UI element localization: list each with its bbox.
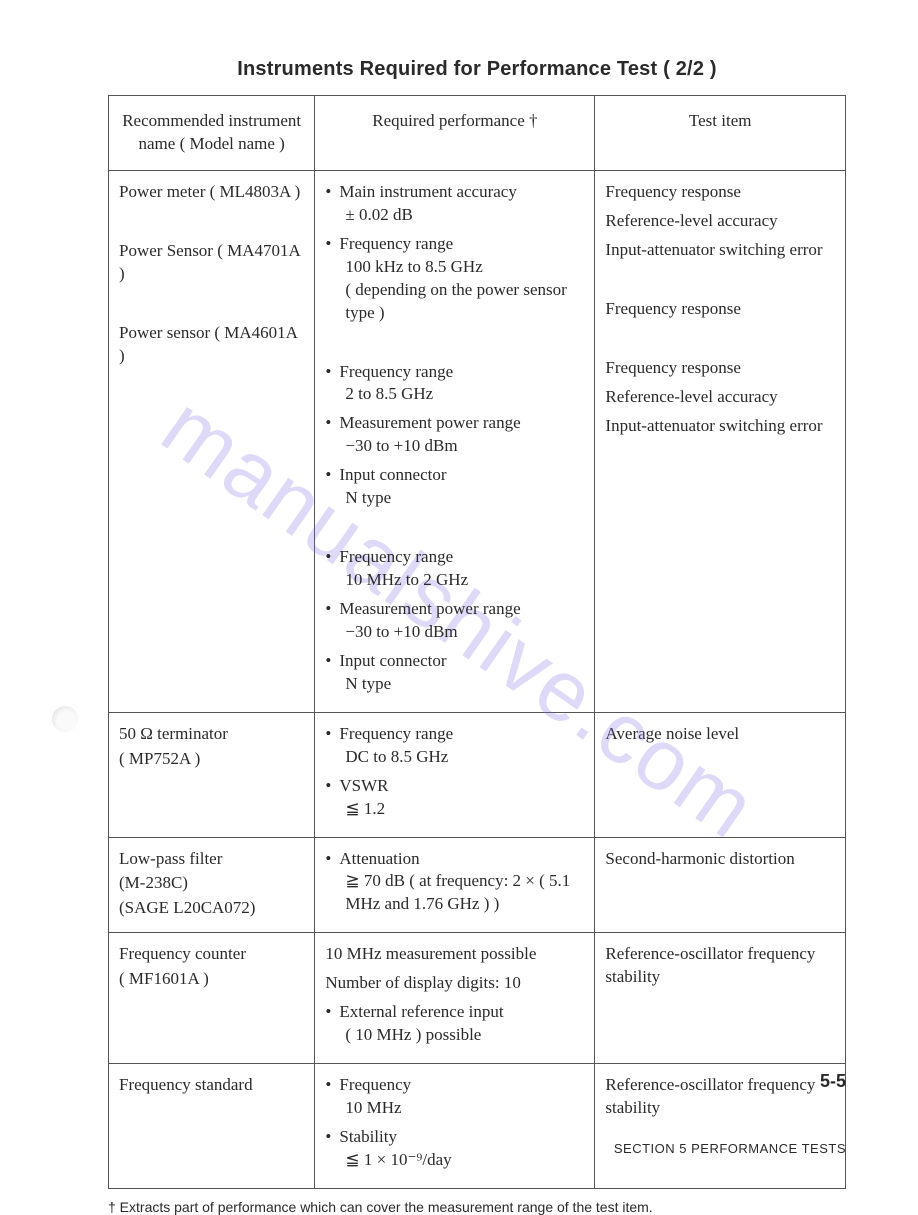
test-item-cell: Second-harmonic distortion xyxy=(595,837,846,933)
perf-item: Measurement power range−30 to +10 dBm xyxy=(325,598,584,644)
table-header-row: Recommended instrument name ( Model name… xyxy=(109,96,846,171)
test-item: Second-harmonic distortion xyxy=(605,848,835,871)
test-block: Reference-oscillator frequency stability xyxy=(605,1074,835,1120)
test-item: Average noise level xyxy=(605,723,835,746)
instrument-cell: Frequency standard xyxy=(109,1064,315,1189)
perf-subline: ± 0.02 dB xyxy=(339,204,584,227)
instrument-name: Power sensor ( MA4601A ) xyxy=(119,322,304,368)
instrument-name: Frequency counter( MF1601A ) xyxy=(119,943,304,991)
test-block: Frequency response Reference-level accura… xyxy=(605,357,835,438)
perf-subline: ≦ 1.2 xyxy=(339,798,584,821)
instrument-cell: Frequency counter( MF1601A ) xyxy=(109,933,315,1064)
page-number: 5-5 xyxy=(820,1071,846,1092)
perf-subline: 100 kHz to 8.5 GHz xyxy=(339,256,584,279)
perf-subline: DC to 8.5 GHz xyxy=(339,746,584,769)
instrument-cell: 50 Ω terminator( MP752A ) xyxy=(109,712,315,837)
perf-item: VSWR≦ 1.2 xyxy=(325,775,584,821)
binder-hole-icon xyxy=(52,706,78,732)
perf-subline: N type xyxy=(339,487,584,510)
page-title: Instruments Required for Performance Tes… xyxy=(108,58,846,81)
test-item: Frequency response xyxy=(605,298,835,321)
performance-block: Frequency rangeDC to 8.5 GHz VSWR≦ 1.2 xyxy=(325,723,584,821)
table-row: Low-pass filter(M-238C)(SAGE L20CA072) At… xyxy=(109,837,846,933)
test-item: Reference-oscillator frequency stability xyxy=(605,1074,835,1120)
test-item: Input-attenuator switching error xyxy=(605,415,835,438)
test-item: Frequency response xyxy=(605,181,835,204)
col-header-performance: Required performance † xyxy=(315,96,595,171)
perf-item: Main instrument accuracy± 0.02 dB xyxy=(325,181,584,227)
table-row: Frequency counter( MF1601A ) 10 MHz measu… xyxy=(109,933,846,1064)
instrument-name: Low-pass filter(M-238C)(SAGE L20CA072) xyxy=(119,848,304,921)
perf-item: Frequency range10 MHz to 2 GHz xyxy=(325,546,584,592)
test-item-cell: Reference-oscillator frequency stability xyxy=(595,933,846,1064)
perf-subline: 2 to 8.5 GHz xyxy=(339,383,584,406)
instrument-name: Power meter ( ML4803A ) xyxy=(119,181,304,204)
table-row: Power meter ( ML4803A ) Power Sensor ( MA… xyxy=(109,170,846,712)
perf-subline: ( depending on the power sensor type ) xyxy=(339,279,584,325)
table-row: Frequency standard Frequency10 MHz Stabili… xyxy=(109,1064,846,1189)
performance-block: 10 MHz measurement possible Number of dis… xyxy=(325,943,584,1047)
perf-item: External reference input( 10 MHz ) possi… xyxy=(325,1001,584,1047)
perf-subline: 10 MHz to 2 GHz xyxy=(339,569,584,592)
table-row: 50 Ω terminator( MP752A ) Frequency range… xyxy=(109,712,846,837)
perf-plain-line: 10 MHz measurement possible xyxy=(325,943,584,966)
test-block: Frequency response Reference-level accura… xyxy=(605,181,835,262)
performance-block: Frequency range10 MHz to 2 GHz Measuremen… xyxy=(325,546,584,696)
instrument-cell: Low-pass filter(M-238C)(SAGE L20CA072) xyxy=(109,837,315,933)
perf-item: Frequency range2 to 8.5 GHz xyxy=(325,361,584,407)
perf-plain-line: Number of display digits: 10 xyxy=(325,972,584,995)
performance-cell: 10 MHz measurement possible Number of dis… xyxy=(315,933,595,1064)
test-block: Frequency response xyxy=(605,298,835,321)
perf-subline: −30 to +10 dBm xyxy=(339,435,584,458)
perf-item: Input connectorN type xyxy=(325,464,584,510)
test-item-cell: Average noise level xyxy=(595,712,846,837)
test-item-cell: Frequency response Reference-level accura… xyxy=(595,170,846,712)
performance-block: Frequency10 MHz Stability≦ 1 × 10⁻⁹/day xyxy=(325,1074,584,1172)
perf-item: Measurement power range−30 to +10 dBm xyxy=(325,412,584,458)
section-label: SECTION 5 PERFORMANCE TESTS xyxy=(614,1141,846,1156)
instrument-name: Power Sensor ( MA4701A ) xyxy=(119,240,304,286)
perf-subline: ≦ 1 × 10⁻⁹/day xyxy=(339,1149,584,1172)
perf-subline: 10 MHz xyxy=(339,1097,584,1120)
perf-item: Frequency rangeDC to 8.5 GHz xyxy=(325,723,584,769)
performance-cell: Frequency10 MHz Stability≦ 1 × 10⁻⁹/day xyxy=(315,1064,595,1189)
performance-cell: Frequency rangeDC to 8.5 GHz VSWR≦ 1.2 xyxy=(315,712,595,837)
performance-block: Frequency range2 to 8.5 GHz Measurement p… xyxy=(325,361,584,511)
performance-cell: Attenuation≧ 70 dB ( at frequency: 2 × (… xyxy=(315,837,595,933)
col-header-instrument: Recommended instrument name ( Model name… xyxy=(109,96,315,171)
test-item: Reference-level accuracy xyxy=(605,386,835,409)
test-item: Input-attenuator switching error xyxy=(605,239,835,262)
perf-subline: N type xyxy=(339,673,584,696)
perf-item: Input connectorN type xyxy=(325,650,584,696)
perf-item: Attenuation≧ 70 dB ( at frequency: 2 × (… xyxy=(325,848,584,917)
test-block: Second-harmonic distortion xyxy=(605,848,835,871)
col-header-test-item: Test item xyxy=(595,96,846,171)
test-item-cell: Reference-oscillator frequency stability xyxy=(595,1064,846,1189)
test-block: Reference-oscillator frequency stability xyxy=(605,943,835,989)
instrument-name: Frequency standard xyxy=(119,1074,304,1097)
test-block: Average noise level xyxy=(605,723,835,746)
perf-item: Stability≦ 1 × 10⁻⁹/day xyxy=(325,1126,584,1172)
perf-item: Frequency10 MHz xyxy=(325,1074,584,1120)
instrument-cell: Power meter ( ML4803A ) Power Sensor ( MA… xyxy=(109,170,315,712)
test-item: Reference-oscillator frequency stability xyxy=(605,943,835,989)
test-item: Frequency response xyxy=(605,357,835,380)
perf-subline: −30 to +10 dBm xyxy=(339,621,584,644)
test-item: Reference-level accuracy xyxy=(605,210,835,233)
instruments-table: Recommended instrument name ( Model name… xyxy=(108,95,846,1189)
perf-subline: ≧ 70 dB ( at frequency: 2 × ( 5.1 MHz an… xyxy=(339,870,584,916)
perf-item: Frequency range100 kHz to 8.5 GHz( depen… xyxy=(325,233,584,325)
performance-block: Attenuation≧ 70 dB ( at frequency: 2 × (… xyxy=(325,848,584,917)
footnote: † Extracts part of performance which can… xyxy=(108,1199,846,1215)
performance-cell: Main instrument accuracy± 0.02 dB Frequen… xyxy=(315,170,595,712)
performance-block: Main instrument accuracy± 0.02 dB Frequen… xyxy=(325,181,584,325)
instrument-name: 50 Ω terminator( MP752A ) xyxy=(119,723,304,771)
perf-subline: ( 10 MHz ) possible xyxy=(339,1024,584,1047)
page: manualshive.com Instruments Required for… xyxy=(0,0,918,1188)
